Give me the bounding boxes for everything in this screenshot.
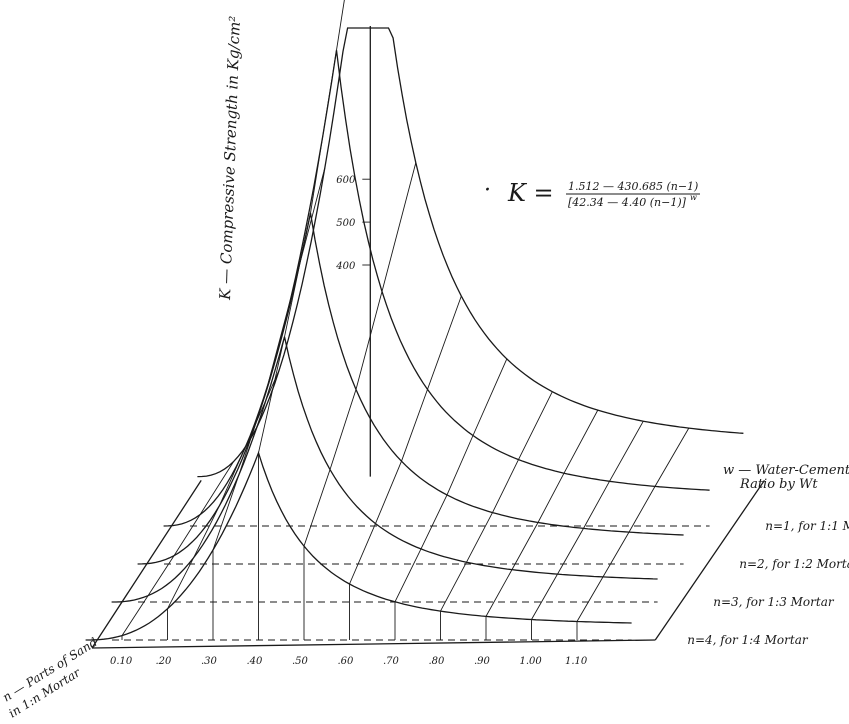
base-front-edge bbox=[91, 639, 656, 649]
cross-curve bbox=[485, 409, 599, 617]
series-curve-n2 bbox=[137, 212, 684, 565]
x-tick-label: 1.10 bbox=[565, 656, 588, 667]
base-plate bbox=[91, 480, 765, 649]
z-axis-label: K — Compressive Strength in Kg/cm² bbox=[216, 15, 244, 301]
z-tick-label: 600 bbox=[336, 175, 356, 186]
x-axis-label-line1: w — Water-Cement bbox=[723, 463, 849, 478]
formula-lhs: K = bbox=[507, 179, 554, 207]
x-tick-label: .70 bbox=[383, 656, 400, 667]
x-tick-label: .30 bbox=[201, 656, 218, 667]
labels: · K = 1.512 — 430.685 (n−1) [42.34 — 4.4… bbox=[0, 15, 849, 720]
formula-dot: · bbox=[484, 178, 491, 203]
cross-curve bbox=[440, 391, 553, 612]
series-label-n2: n=2, for 1:2 Mortar bbox=[739, 557, 849, 571]
cross-curve bbox=[349, 295, 462, 585]
cross-curve bbox=[531, 420, 644, 620]
series-curve-n4 bbox=[85, 450, 632, 641]
series-label-n1: n=1, for 1:1 Mortar bbox=[765, 519, 849, 533]
x-tick-label: .20 bbox=[156, 656, 173, 667]
series-curve-n1 bbox=[163, 50, 710, 527]
formula-numerator: 1.512 — 430.685 (n−1) bbox=[568, 180, 698, 193]
x-tick-label: 1.00 bbox=[520, 656, 543, 667]
cross-curve bbox=[303, 162, 417, 547]
z-tick-label: 500 bbox=[336, 218, 356, 229]
formula-denominator: [42.34 — 4.40 (n−1)] bbox=[568, 196, 687, 209]
base-left-edge bbox=[91, 480, 202, 649]
base-right-edge bbox=[654, 480, 765, 641]
cross-curve bbox=[121, 461, 235, 636]
x-tick-label: .50 bbox=[292, 656, 309, 667]
back-ridge bbox=[197, 27, 744, 478]
series-labels: n=1, for 1:1 Mortar n=2, for 1:2 Mortar n=… bbox=[687, 519, 849, 647]
x-tick-label: .40 bbox=[247, 656, 264, 667]
series-curve-n3 bbox=[111, 336, 658, 603]
cross-curve bbox=[394, 358, 508, 602]
cross-curve bbox=[576, 427, 690, 622]
formula-exponent: w bbox=[690, 193, 697, 202]
x-tick-label: .80 bbox=[429, 656, 446, 667]
surface-curves bbox=[85, 27, 744, 641]
x-tick-label: 0.10 bbox=[110, 656, 133, 667]
surface-grid bbox=[121, 0, 690, 640]
series-label-n4: n=4, for 1:4 Mortar bbox=[687, 633, 809, 647]
z-tick-label: 400 bbox=[335, 261, 356, 272]
x-tick-label: .90 bbox=[474, 656, 491, 667]
ticks: 0.10 .20 .30 .40 .50 .60 .70 .80 .90 1.00 1.10 400 5… bbox=[110, 26, 588, 667]
series-label-n3: n=3, for 1:3 Mortar bbox=[713, 595, 835, 609]
x-axis-label-line2: Ratio by Wt bbox=[739, 477, 818, 492]
x-tick-label: .60 bbox=[338, 656, 355, 667]
